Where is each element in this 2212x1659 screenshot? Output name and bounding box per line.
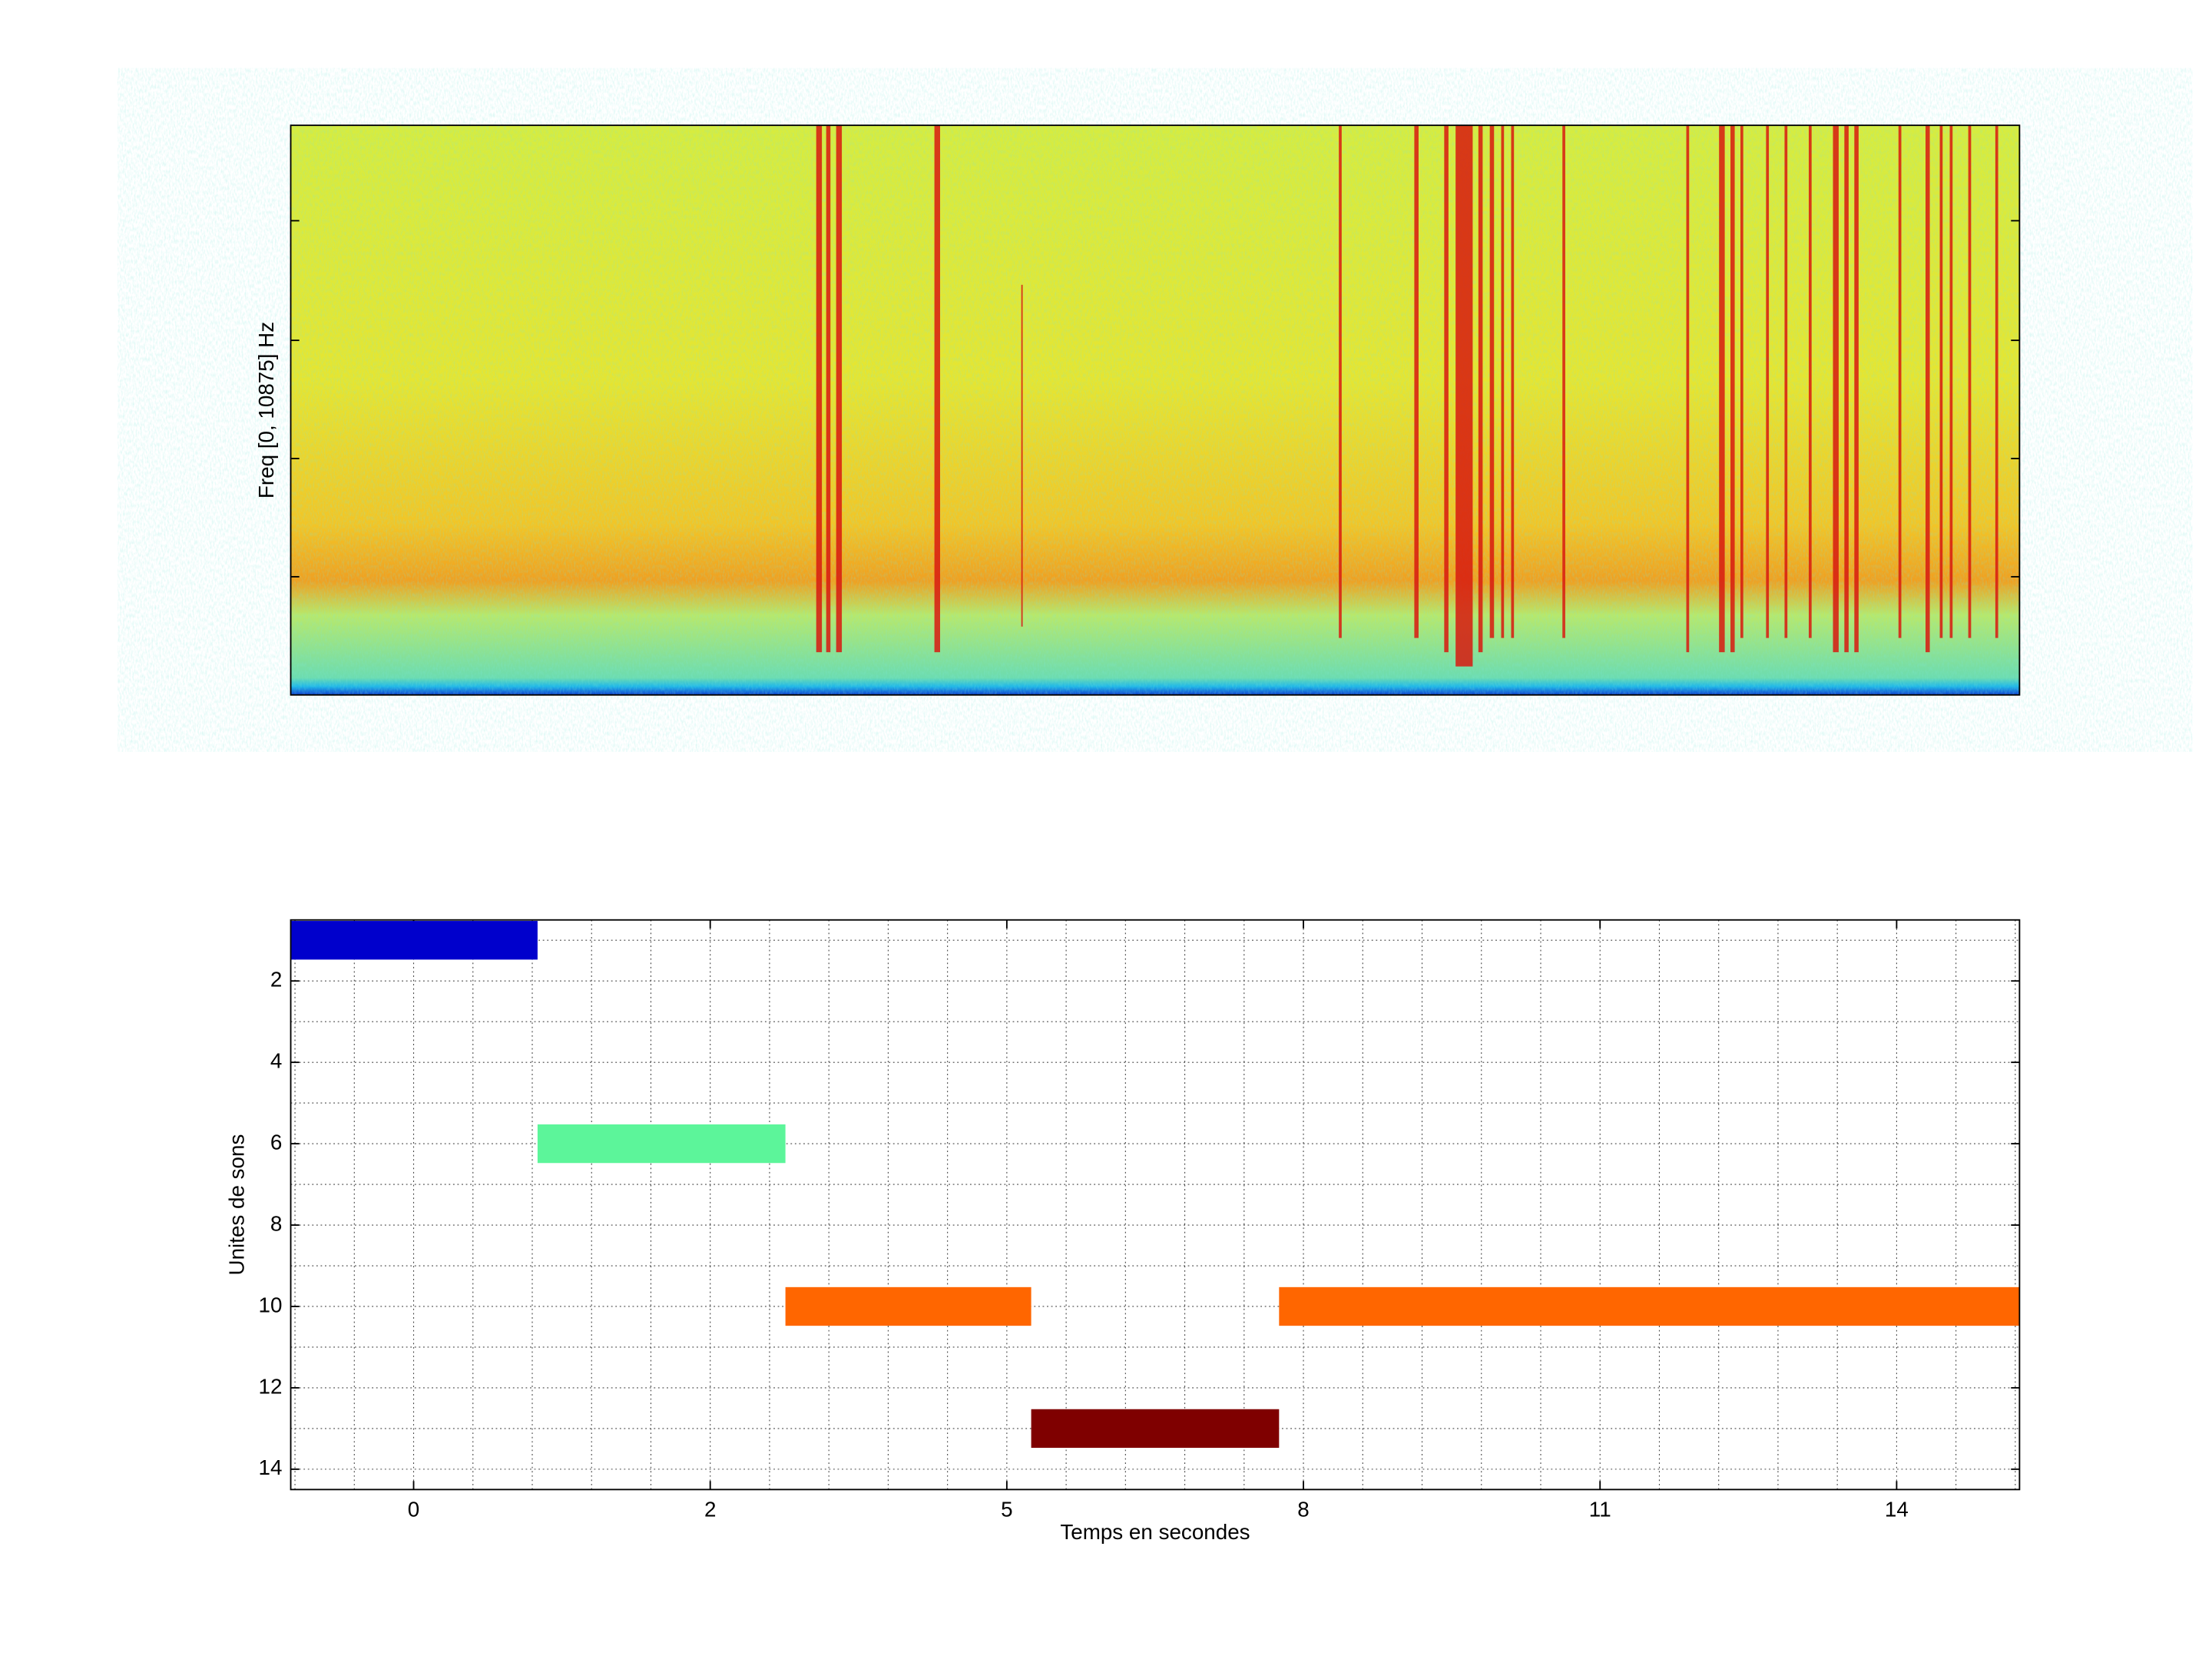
x-tick-label: 14 xyxy=(1885,1498,1909,1522)
segment-bar xyxy=(290,921,538,960)
spectrogram-streaks xyxy=(816,125,1998,667)
y-tick-label: 6 xyxy=(270,1130,282,1154)
x-tick-label: 0 xyxy=(408,1498,419,1522)
y-tick-label: 14 xyxy=(258,1455,282,1479)
segment-chart: 0 2 5 8 11 14 2 4 6 8 10 12 14 Temps en secondes Unite… xyxy=(224,919,2021,1544)
spectrogram-ticks xyxy=(290,220,2020,578)
spectrogram-frame xyxy=(290,124,2021,696)
segment-bar xyxy=(785,1286,1031,1326)
plot-frame xyxy=(290,919,2021,1491)
segment-bar xyxy=(1279,1286,2020,1326)
x-tick-label: 8 xyxy=(1297,1498,1309,1522)
x-tick-label: 2 xyxy=(704,1498,716,1522)
y-axis-label: Freq [0, 10875] Hz xyxy=(254,322,278,498)
x-axis-label: Temps en secondes xyxy=(1060,1520,1250,1544)
spectrogram: Freq [0, 10875] Hz xyxy=(254,124,2021,696)
y-tick-label: 10 xyxy=(258,1293,282,1316)
y-tick-label: 4 xyxy=(270,1048,282,1072)
segment-bar xyxy=(537,1124,786,1164)
x-tick-label: 5 xyxy=(1001,1498,1012,1522)
x-tick-label: 11 xyxy=(1589,1498,1611,1522)
y-tick-label: 8 xyxy=(270,1211,282,1235)
segment-bar xyxy=(1031,1409,1280,1449)
y-tick-label: 12 xyxy=(258,1374,282,1398)
spectrogram-texture xyxy=(290,125,2020,695)
y-tick-label: 2 xyxy=(270,968,282,992)
y-axis-label: Unites de sons xyxy=(224,1134,248,1276)
